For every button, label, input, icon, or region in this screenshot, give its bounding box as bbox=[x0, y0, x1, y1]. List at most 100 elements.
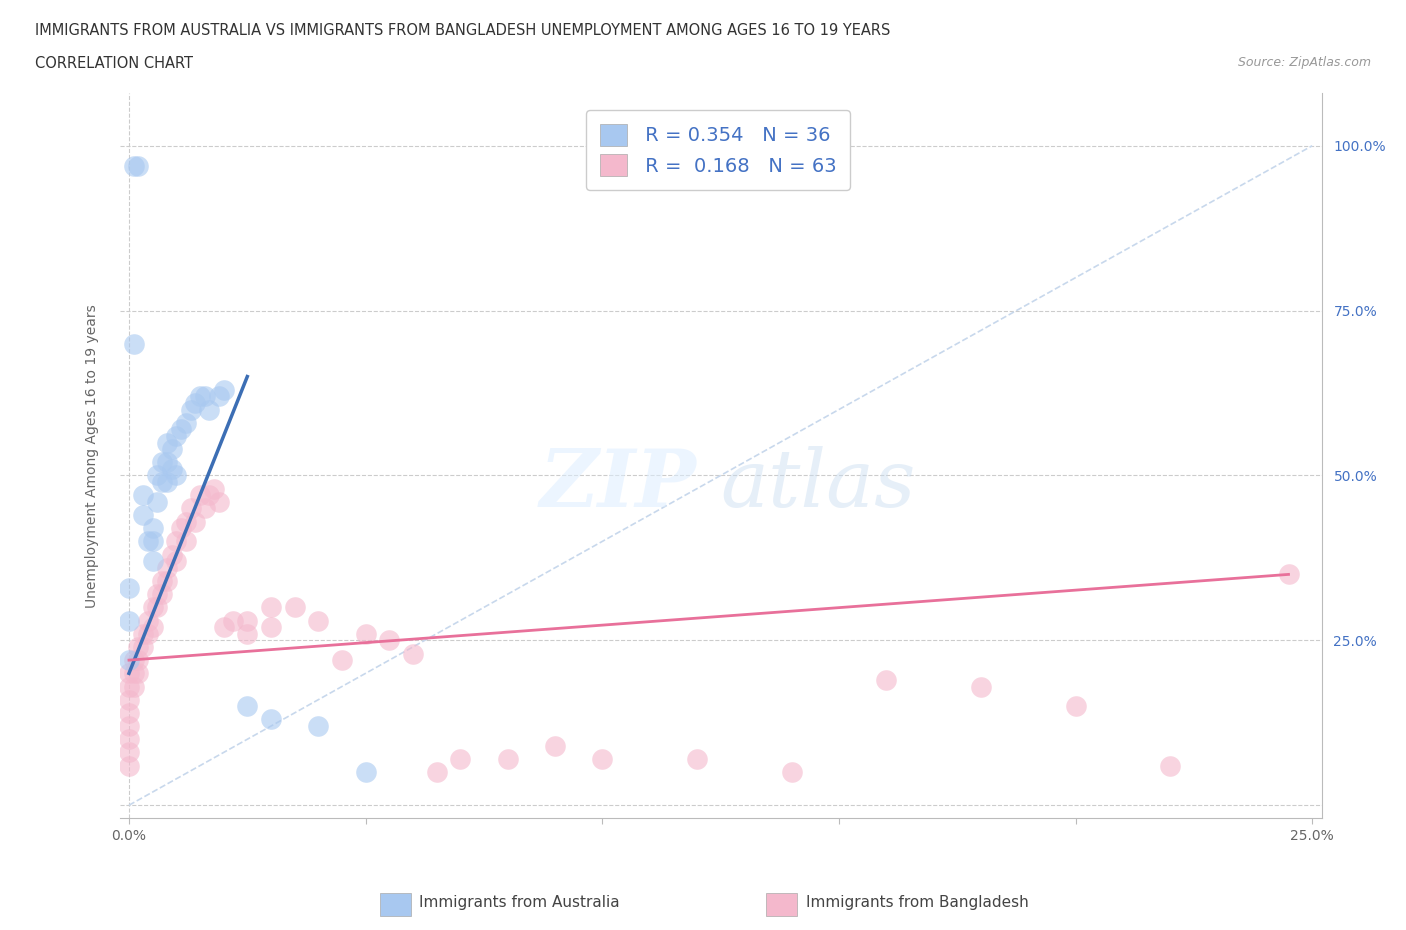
Point bbox=[118, 613, 141, 628]
Point bbox=[142, 553, 165, 568]
Point bbox=[591, 751, 613, 766]
Point bbox=[122, 158, 145, 173]
Point bbox=[156, 474, 179, 489]
Point bbox=[142, 600, 165, 615]
Point bbox=[170, 521, 193, 536]
Point bbox=[156, 561, 179, 576]
Text: atlas: atlas bbox=[720, 446, 915, 524]
Point bbox=[118, 692, 141, 707]
Point bbox=[426, 764, 449, 779]
Point bbox=[198, 488, 221, 503]
Point bbox=[260, 600, 283, 615]
Point bbox=[307, 719, 329, 734]
Point bbox=[127, 158, 149, 173]
Point bbox=[118, 719, 141, 734]
Point bbox=[118, 580, 141, 595]
Point bbox=[970, 679, 993, 694]
Point bbox=[184, 395, 207, 410]
Point bbox=[142, 619, 165, 634]
Point bbox=[146, 600, 169, 615]
Point bbox=[142, 534, 165, 549]
Point bbox=[402, 646, 425, 661]
Point bbox=[127, 666, 149, 681]
Point bbox=[449, 751, 471, 766]
Point bbox=[354, 626, 377, 641]
Point bbox=[118, 653, 141, 668]
Point bbox=[150, 474, 173, 489]
Point bbox=[686, 751, 709, 766]
Point bbox=[122, 653, 145, 668]
Point bbox=[118, 706, 141, 721]
Point bbox=[118, 679, 141, 694]
Point bbox=[132, 508, 155, 523]
Point bbox=[236, 626, 259, 641]
Point bbox=[165, 553, 187, 568]
Point bbox=[136, 534, 159, 549]
Point bbox=[284, 600, 307, 615]
Point bbox=[1064, 698, 1087, 713]
Point bbox=[132, 488, 155, 503]
Point bbox=[212, 382, 235, 397]
Point bbox=[146, 587, 169, 602]
Point bbox=[260, 712, 283, 727]
Point bbox=[122, 679, 145, 694]
Point bbox=[208, 389, 231, 404]
Point bbox=[174, 514, 197, 529]
Point bbox=[118, 758, 141, 773]
Point bbox=[188, 488, 211, 503]
Point bbox=[236, 613, 259, 628]
Point bbox=[179, 402, 201, 417]
Point bbox=[136, 626, 159, 641]
Point bbox=[174, 416, 197, 431]
Point bbox=[160, 442, 183, 457]
Point bbox=[1159, 758, 1181, 773]
Point bbox=[378, 633, 401, 648]
Point bbox=[875, 672, 897, 687]
Point bbox=[188, 389, 211, 404]
Point bbox=[212, 619, 235, 634]
Text: Source: ZipAtlas.com: Source: ZipAtlas.com bbox=[1237, 56, 1371, 69]
Point bbox=[146, 495, 169, 510]
Point bbox=[330, 653, 353, 668]
Point bbox=[170, 422, 193, 437]
Point bbox=[160, 461, 183, 476]
Text: IMMIGRANTS FROM AUSTRALIA VS IMMIGRANTS FROM BANGLADESH UNEMPLOYMENT AMONG AGES : IMMIGRANTS FROM AUSTRALIA VS IMMIGRANTS … bbox=[35, 23, 890, 38]
Point bbox=[156, 435, 179, 450]
Y-axis label: Unemployment Among Ages 16 to 19 years: Unemployment Among Ages 16 to 19 years bbox=[84, 304, 98, 607]
Point bbox=[202, 481, 225, 496]
Point bbox=[165, 429, 187, 444]
Point bbox=[156, 574, 179, 589]
Point bbox=[150, 587, 173, 602]
Point bbox=[150, 455, 173, 470]
Point bbox=[118, 745, 141, 760]
Point bbox=[122, 336, 145, 351]
Point bbox=[150, 574, 173, 589]
Point bbox=[307, 613, 329, 628]
Text: Immigrants from Bangladesh: Immigrants from Bangladesh bbox=[806, 895, 1028, 910]
Point bbox=[156, 455, 179, 470]
Text: Immigrants from Australia: Immigrants from Australia bbox=[419, 895, 620, 910]
Point bbox=[222, 613, 245, 628]
Point bbox=[132, 626, 155, 641]
Point bbox=[122, 666, 145, 681]
Point bbox=[496, 751, 519, 766]
Point bbox=[136, 613, 159, 628]
Point bbox=[118, 732, 141, 747]
Point bbox=[179, 501, 201, 516]
Point bbox=[127, 640, 149, 655]
Legend:  R = 0.354   N = 36,  R =  0.168   N = 63: R = 0.354 N = 36, R = 0.168 N = 63 bbox=[586, 110, 849, 190]
Point bbox=[354, 764, 377, 779]
Point bbox=[208, 495, 231, 510]
Point bbox=[165, 534, 187, 549]
Point bbox=[160, 547, 183, 562]
Point bbox=[198, 402, 221, 417]
Point bbox=[194, 501, 217, 516]
Text: CORRELATION CHART: CORRELATION CHART bbox=[35, 56, 193, 71]
Point bbox=[1277, 567, 1299, 582]
Point bbox=[194, 389, 217, 404]
Point bbox=[146, 468, 169, 483]
Point bbox=[165, 468, 187, 483]
Point bbox=[174, 534, 197, 549]
Point bbox=[127, 653, 149, 668]
Point bbox=[544, 738, 567, 753]
